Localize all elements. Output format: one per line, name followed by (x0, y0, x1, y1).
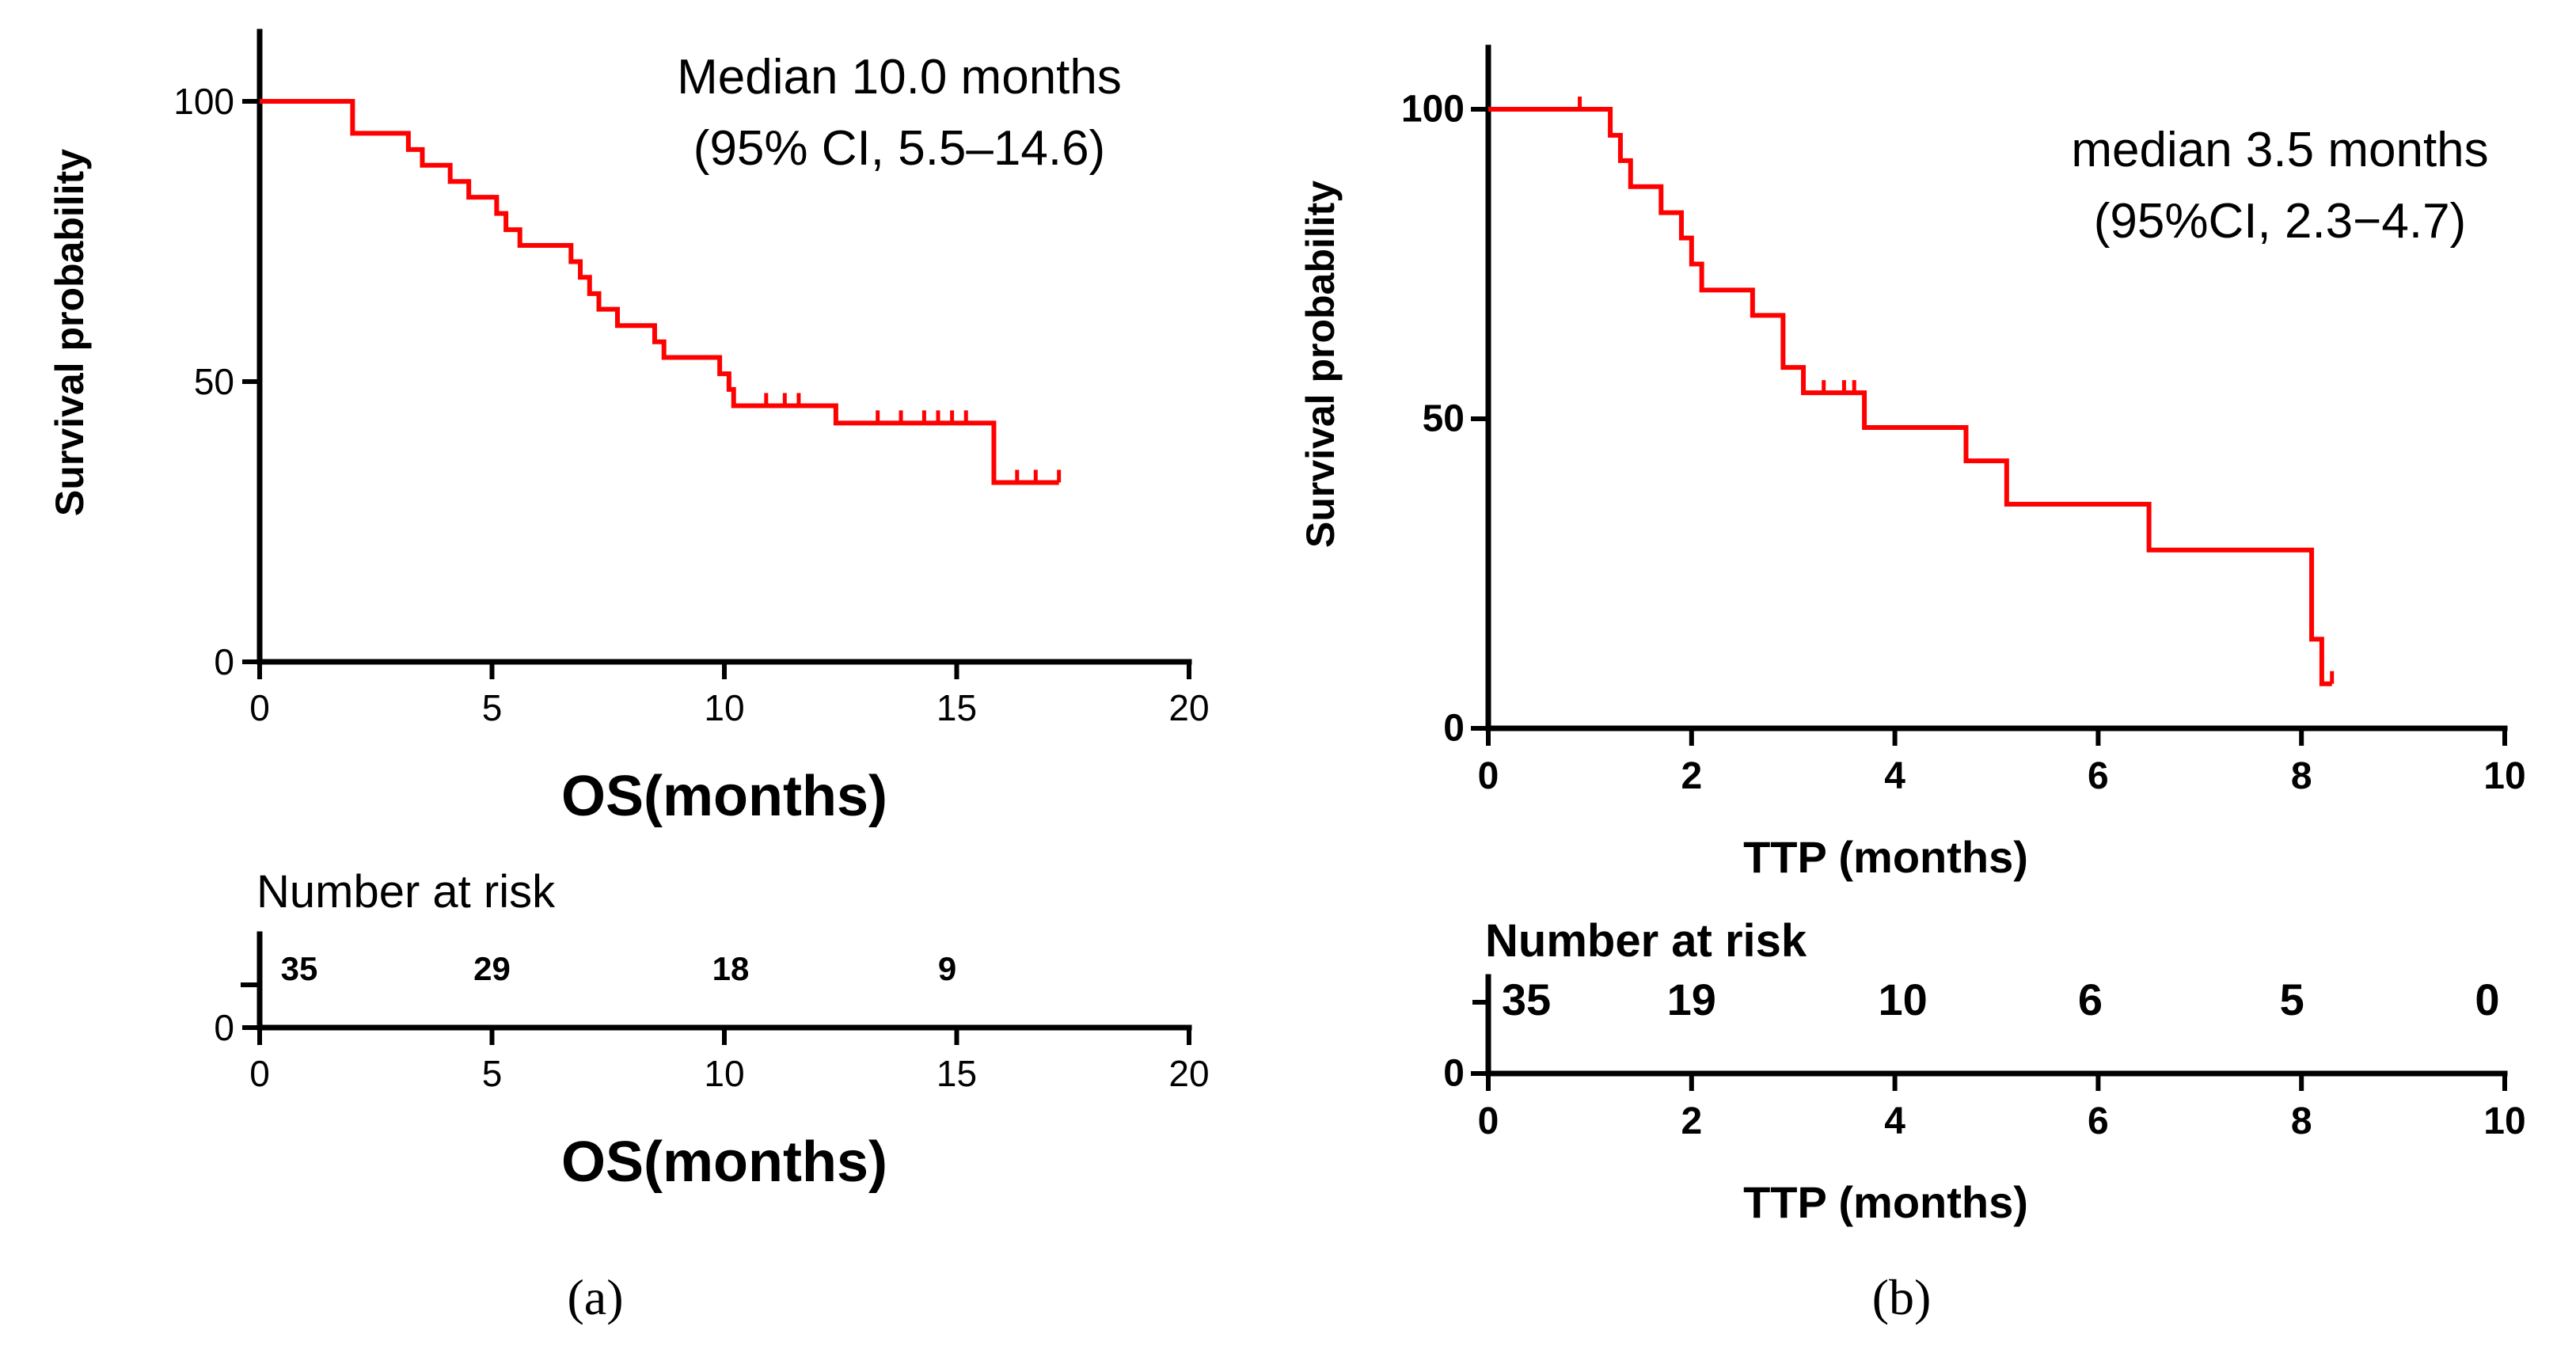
panel-b-risk-title: Number at risk (1485, 915, 1807, 967)
risk-x-tick-label: 8 (2291, 1100, 2312, 1142)
panel-a-x-ticks: 0 5 10 15 20 (249, 662, 1210, 728)
risk-x-tick-label: 0 (249, 1053, 270, 1094)
risk-x-tick-label: 2 (1681, 1100, 1702, 1142)
y-tick-label: 0 (214, 641, 234, 682)
y-tick-label: 0 (1443, 708, 1465, 750)
risk-count: 9 (938, 950, 956, 987)
risk-count: 5 (2280, 975, 2304, 1024)
risk-count: 19 (1667, 975, 1716, 1024)
panel-b-risk-ticks: 0 2 4 6 8 10 0 (1443, 1053, 2525, 1143)
risk-count: 10 (1878, 975, 1927, 1024)
y-tick-label: 50 (194, 361, 234, 402)
x-tick-label: 10 (704, 687, 744, 728)
panel-a-y-axis-label: Survival probability (47, 149, 92, 516)
x-tick-label: 8 (2291, 755, 2312, 797)
y-tick-label: 100 (1401, 89, 1465, 131)
panel-a-label: (a) (567, 1269, 623, 1325)
x-tick-label: 15 (937, 687, 977, 728)
panel-b-plot-area (1488, 97, 2335, 686)
x-tick-label: 4 (1884, 755, 1905, 797)
risk-x-tick-label: 4 (1884, 1100, 1905, 1142)
panel-b-label: (b) (1872, 1269, 1932, 1325)
risk-x-tick-label: 6 (2088, 1100, 2109, 1142)
panel-b-x-axis-label: TTP (months) (1743, 832, 2028, 882)
x-tick-label: 6 (2088, 755, 2109, 797)
panel-a-median-annotation: Median 10.0 months (677, 50, 1122, 104)
x-tick-label: 0 (249, 687, 270, 728)
panel-b-median-annotation: median 3.5 months (2071, 123, 2488, 177)
y-tick-label: 100 (173, 81, 234, 122)
panel-a-risk-ticks: 0 5 10 15 20 0 (214, 1007, 1209, 1094)
panel-a-x-axis-label: OS(months) (561, 765, 887, 828)
survival-curve (1488, 107, 2332, 686)
x-tick-label: 10 (2483, 755, 2525, 797)
panel-a-ci-annotation: (95% CI, 5.5–14.6) (693, 121, 1105, 176)
risk-count: 6 (2078, 975, 2103, 1024)
survival-curve (260, 99, 1059, 485)
risk-x-tick-label: 0 (1478, 1100, 1499, 1142)
panel-a-risk-x-axis-label: OS(months) (561, 1130, 887, 1194)
risk-count: 0 (2475, 975, 2499, 1024)
panel-b-risk-counts: 35 19 10 6 5 0 (1502, 975, 2500, 1024)
risk-x-tick-label: 20 (1168, 1053, 1209, 1094)
panel-b-x-ticks: 0 2 4 6 8 10 (1478, 728, 2526, 797)
risk-count: 35 (1502, 975, 1551, 1024)
x-tick-label: 2 (1681, 755, 1702, 797)
risk-count: 18 (712, 950, 750, 987)
panel-a-plot-area (260, 99, 1062, 485)
panel-a-risk-counts: 35 29 18 9 (281, 950, 957, 987)
panel-b-y-ticks: 0 50 100 (1401, 89, 1488, 750)
panel-b-ci-annotation: (95%CI, 2.3−4.7) (2094, 194, 2466, 249)
risk-y-tick-label: 0 (1443, 1053, 1465, 1095)
panel-a-risk-title: Number at risk (256, 866, 556, 918)
risk-x-tick-label: 10 (2483, 1100, 2525, 1142)
risk-x-tick-label: 10 (704, 1053, 744, 1094)
x-tick-label: 5 (482, 687, 503, 728)
y-tick-label: 50 (1423, 398, 1465, 440)
panel-a-y-ticks: 0 50 100 (173, 81, 260, 682)
panel-b-risk-x-axis-label: TTP (months) (1743, 1177, 2028, 1227)
risk-count: 29 (473, 950, 511, 987)
risk-x-tick-label: 5 (482, 1053, 503, 1094)
risk-count: 35 (281, 950, 318, 987)
risk-y-tick-label: 0 (214, 1007, 234, 1048)
x-tick-label: 0 (1478, 755, 1499, 797)
risk-x-tick-label: 15 (937, 1053, 977, 1094)
x-tick-label: 20 (1168, 687, 1209, 728)
panel-b-y-axis-label: Survival probability (1298, 180, 1343, 548)
